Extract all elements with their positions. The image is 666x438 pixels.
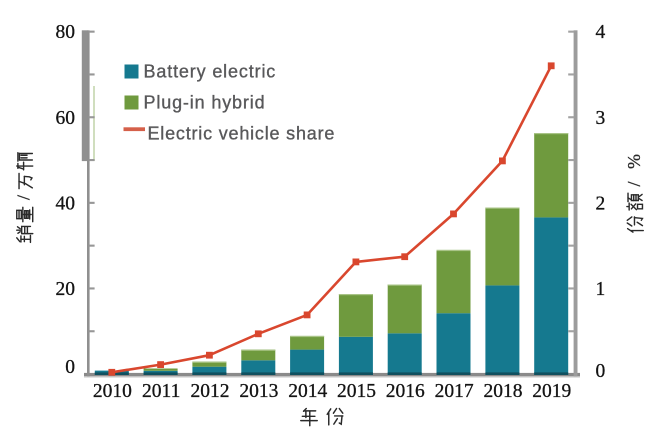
svg-text:2019: 2019	[532, 381, 571, 402]
svg-text:1: 1	[596, 279, 606, 300]
svg-text:2015: 2015	[337, 381, 376, 402]
svg-text:Electric vehicle share: Electric vehicle share	[148, 124, 336, 144]
svg-text:Battery electric: Battery electric	[144, 62, 277, 82]
svg-text:%: %	[624, 154, 644, 169]
svg-text:3: 3	[596, 108, 606, 129]
svg-text:2016: 2016	[386, 381, 425, 402]
svg-text:2: 2	[596, 193, 606, 214]
svg-text:2018: 2018	[484, 381, 523, 402]
svg-text:4: 4	[596, 22, 606, 43]
svg-text:2013: 2013	[239, 381, 278, 402]
svg-text:Plug-in hybrid: Plug-in hybrid	[144, 93, 266, 113]
svg-text:60: 60	[56, 108, 76, 129]
svg-text:80: 80	[56, 22, 76, 43]
svg-text:/: /	[624, 181, 644, 186]
svg-text:2011: 2011	[142, 381, 180, 402]
svg-text:0: 0	[65, 357, 75, 378]
svg-text:40: 40	[56, 193, 76, 214]
svg-text:2017: 2017	[435, 381, 474, 402]
svg-text:0: 0	[596, 361, 606, 382]
svg-text:/: /	[14, 195, 34, 200]
svg-text:2014: 2014	[288, 381, 327, 402]
svg-text:20: 20	[56, 279, 76, 300]
svg-text:2012: 2012	[191, 381, 230, 402]
svg-text:2010: 2010	[93, 381, 132, 402]
